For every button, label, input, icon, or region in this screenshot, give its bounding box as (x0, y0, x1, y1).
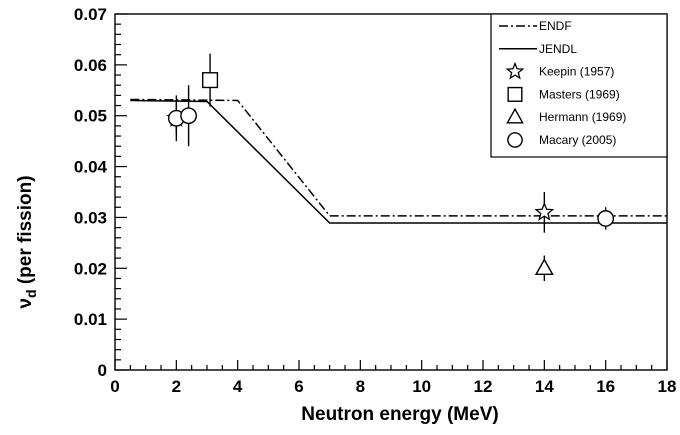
y-tick-label: 0.03 (74, 208, 107, 227)
x-tick-label: 8 (356, 377, 365, 396)
series-line-jendl (130, 99, 667, 224)
y-axis-title-symbol: ν (15, 298, 36, 309)
y-tick-label: 0.02 (74, 259, 107, 278)
data-point-circle (180, 107, 198, 125)
x-tick-label: 12 (474, 377, 493, 396)
x-tick-label: 14 (535, 377, 554, 396)
legend-box (490, 13, 668, 158)
x-tick-label: 16 (596, 377, 615, 396)
series-hermann-1969 (534, 255, 554, 281)
x-axis: 0 2 4 6 8 10 12 14 16 18 (110, 360, 676, 396)
y-tick-label: 0.04 (74, 158, 108, 177)
y-axis-title-rest: (per fission) (15, 175, 36, 289)
data-point-circle (597, 210, 615, 227)
y-tick-label: 0.06 (74, 56, 107, 75)
legend-label: ENDF (539, 19, 572, 33)
data-point-square (202, 72, 219, 89)
legend-label: Macary (2005) (539, 133, 616, 147)
x-tick-label: 2 (172, 377, 181, 396)
legend-swatch-square (507, 86, 523, 102)
x-tick-label: 0 (110, 377, 119, 396)
series-layer (130, 53, 667, 281)
x-axis-title: Neutron energy (MeV) (301, 404, 498, 425)
series-endf (130, 98, 667, 217)
y-axis-title-subscript: d (23, 289, 39, 298)
data-point-triangle (534, 258, 554, 276)
series-line-endf (130, 98, 667, 217)
data-point-star (534, 201, 555, 221)
series-masters-1969 (202, 53, 219, 107)
legend-label: Hermann (1969) (539, 110, 626, 124)
y-axis-title: νd (per fission) (15, 175, 39, 308)
legend-label: Keepin (1957) (539, 65, 614, 79)
x-tick-label: 18 (658, 377, 677, 396)
legend-swatch-triangle (506, 107, 524, 124)
legend-swatch-star (505, 61, 525, 80)
y-tick-label: 0.01 (74, 310, 107, 329)
y-tick-label: 0 (98, 361, 107, 380)
y-tick-label: 0.05 (74, 107, 107, 126)
series-jendl (130, 99, 667, 224)
legend: ENDF JENDL Keepin (1957) Masters (1969) Herm… (490, 13, 668, 158)
legend-swatch-circle (507, 132, 523, 148)
x-tick-label: 10 (412, 377, 431, 396)
y-tick-label: 0.07 (74, 5, 107, 24)
series-macary-2005 (167, 85, 615, 230)
legend-label: Masters (1969) (539, 87, 620, 101)
legend-label: JENDL (539, 42, 577, 56)
y-axis: 0 0.01 0.02 0.03 0.04 0.05 0.06 0.07 (74, 5, 127, 380)
x-tick-label: 6 (294, 377, 303, 396)
x-tick-label: 4 (233, 377, 243, 396)
